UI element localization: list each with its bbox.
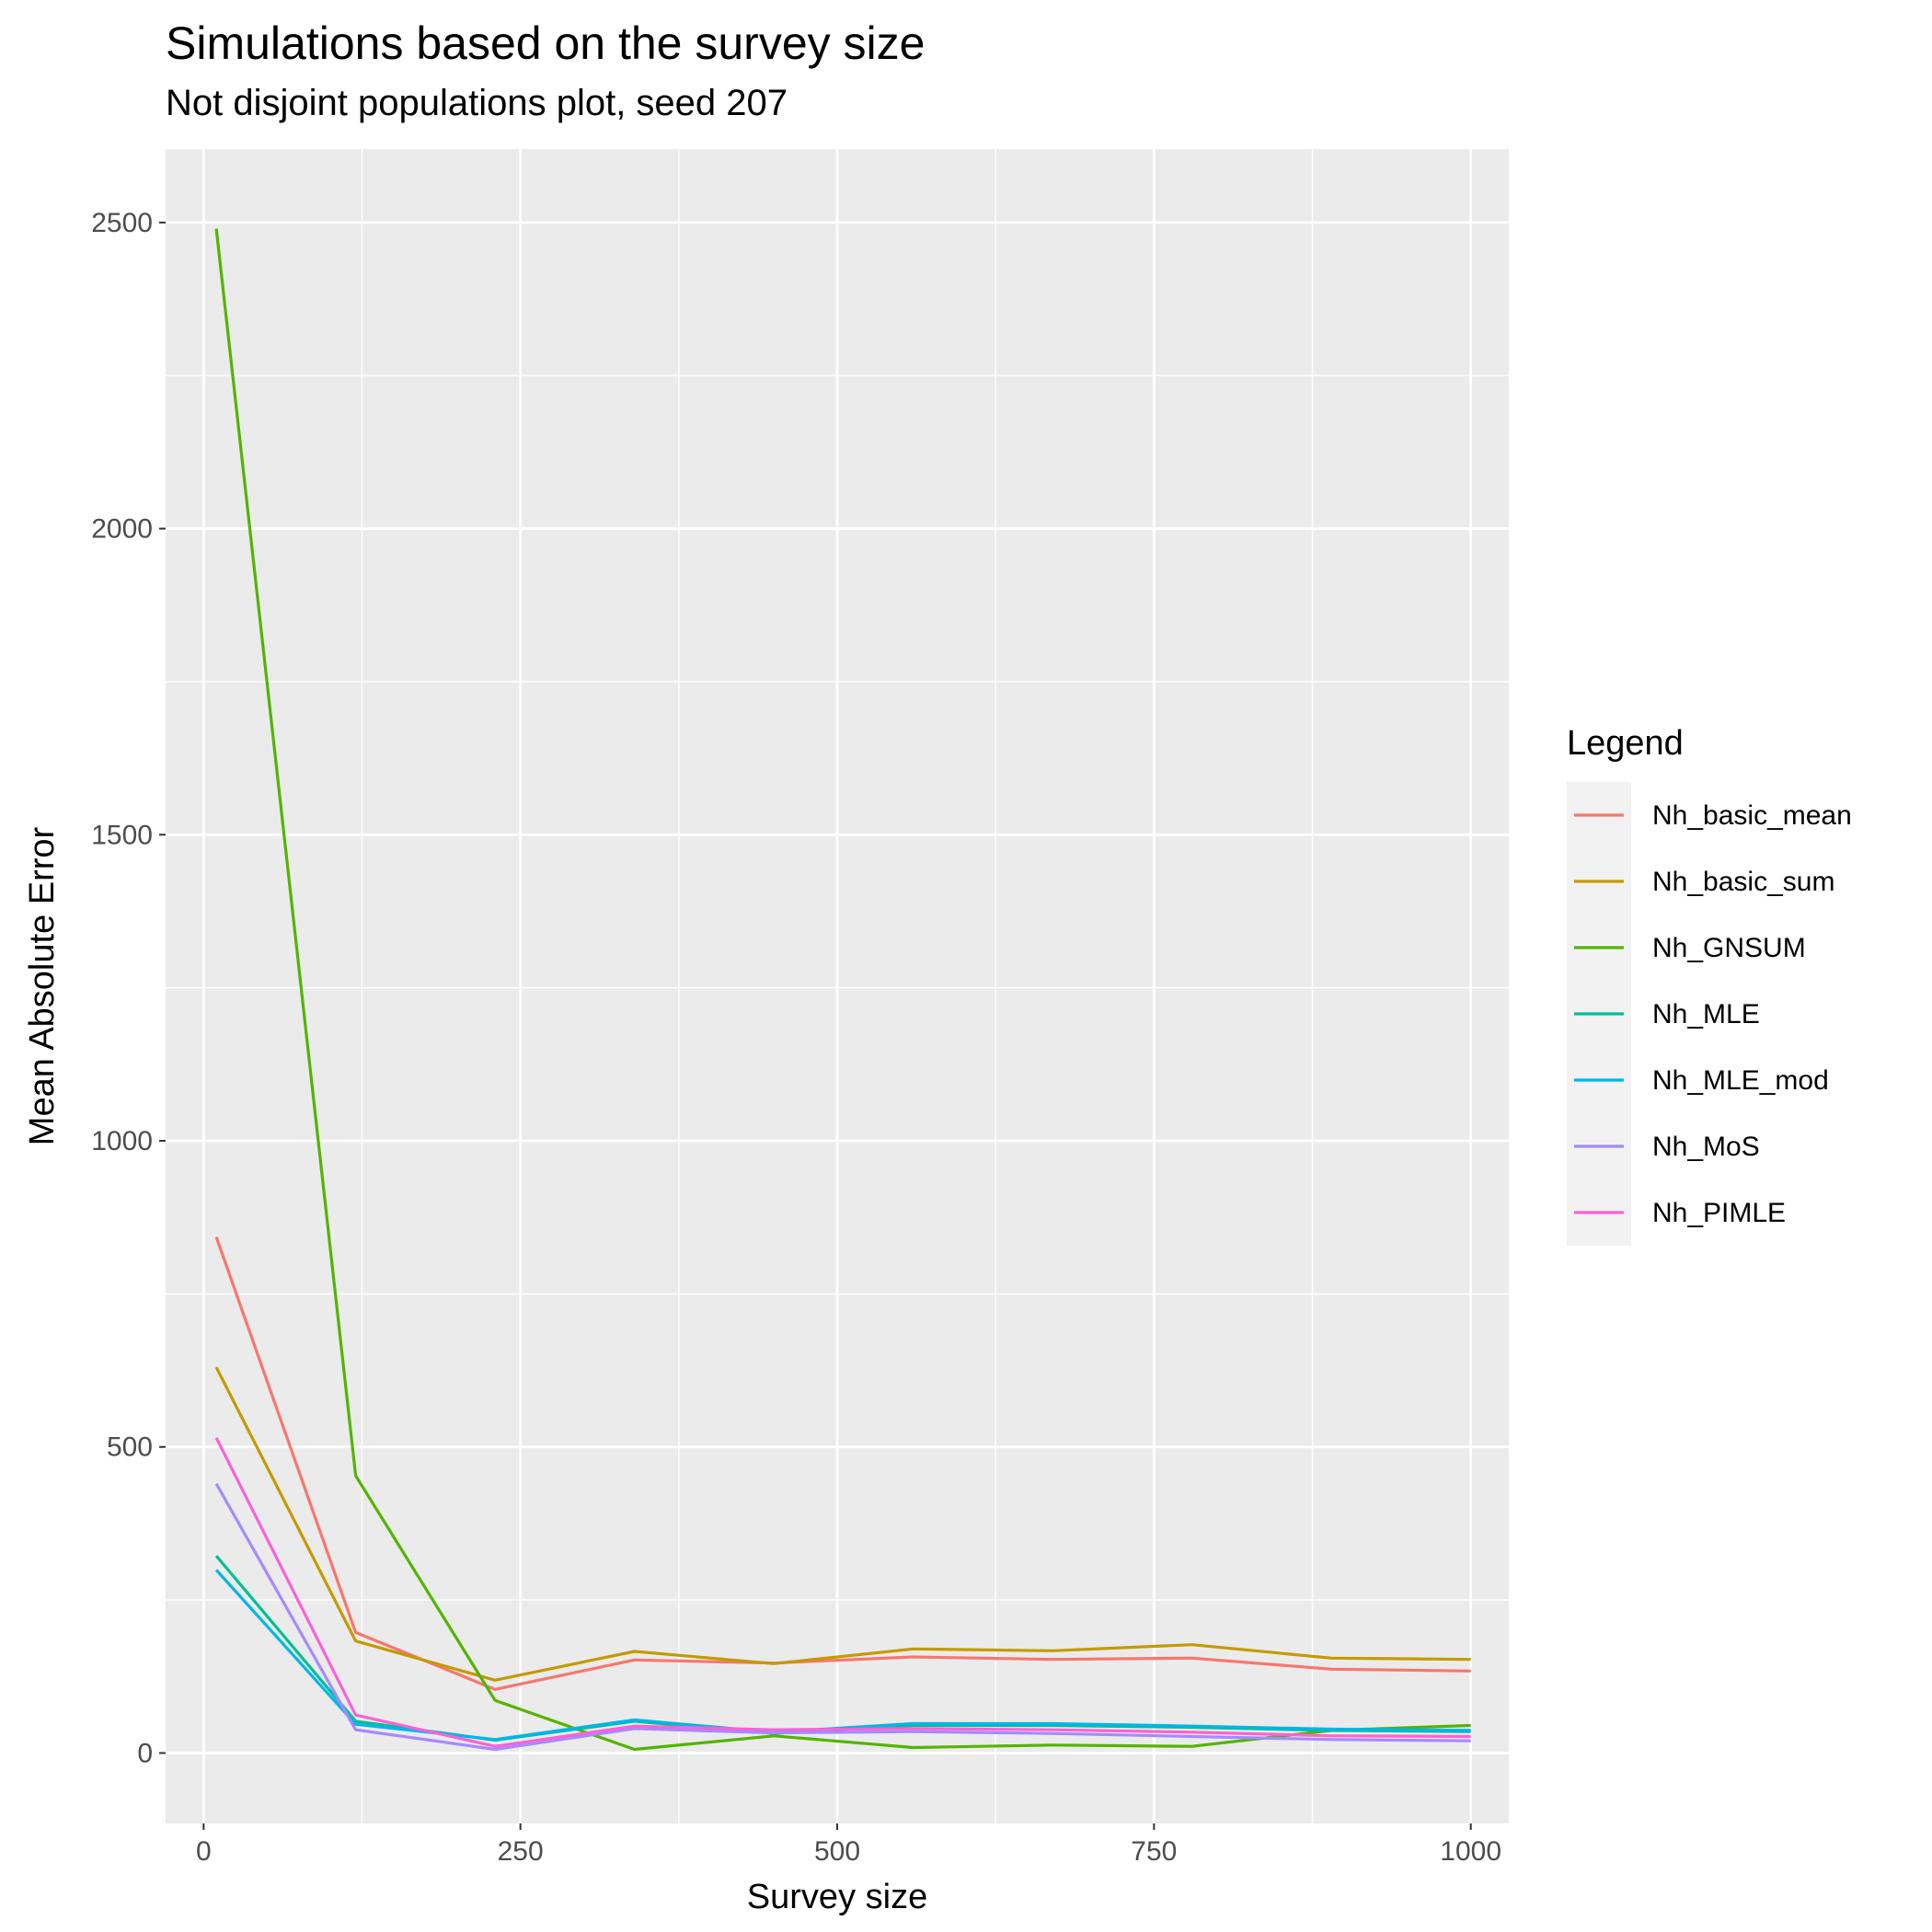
legend-label-Nh_GNSUM: Nh_GNSUM (1652, 933, 1806, 963)
x-tick-label: 500 (814, 1836, 860, 1867)
y-tick-label: 1500 (91, 820, 153, 850)
y-axis: 0 500 1000 1500 2000 2500 (91, 208, 166, 1768)
x-tick-label: 1000 (1440, 1836, 1501, 1867)
x-tick-label: 0 (196, 1836, 212, 1867)
x-tick-label: 750 (1131, 1836, 1177, 1867)
legend-label-Nh_MoS: Nh_MoS (1652, 1132, 1760, 1162)
legend: Legend Nh_basic_mean Nh_basic_sum Nh_GNSUM… (1567, 724, 1852, 1246)
series-line-Nh_PIMLE (214, 1437, 1471, 1748)
grid-major (166, 149, 1509, 1823)
chart-title: Simulations based on the survey size (166, 17, 926, 69)
y-axis-title: Mean Absolute Error (23, 826, 62, 1145)
legend-label-Nh_MLE_mod: Nh_MLE_mod (1652, 1065, 1829, 1096)
series-line-Nh_MoS (214, 1482, 1471, 1752)
legend-label-Nh_PIMLE: Nh_PIMLE (1652, 1198, 1786, 1228)
x-axis: 0 250 500 750 1000 (196, 1823, 1501, 1867)
y-tick-label: 2000 (91, 514, 153, 545)
series-line-Nh_basic_sum (214, 1366, 1471, 1682)
y-tick-label: 1000 (91, 1126, 153, 1156)
y-tick-label: 500 (107, 1432, 153, 1463)
legend-label-Nh_MLE: Nh_MLE (1652, 999, 1760, 1029)
x-tick-label: 250 (498, 1836, 544, 1867)
x-axis-title: Survey size (747, 1878, 927, 1916)
chart-subtitle: Not disjoint populations plot, seed 207 (166, 83, 788, 123)
y-tick-label: 0 (137, 1738, 153, 1768)
legend-label-Nh_basic_mean: Nh_basic_mean (1652, 800, 1852, 831)
legend-title: Legend (1567, 724, 1684, 763)
series-lines (214, 228, 1471, 1752)
y-tick-label: 2500 (91, 208, 153, 238)
legend-label-Nh_basic_sum: Nh_basic_sum (1652, 867, 1834, 897)
